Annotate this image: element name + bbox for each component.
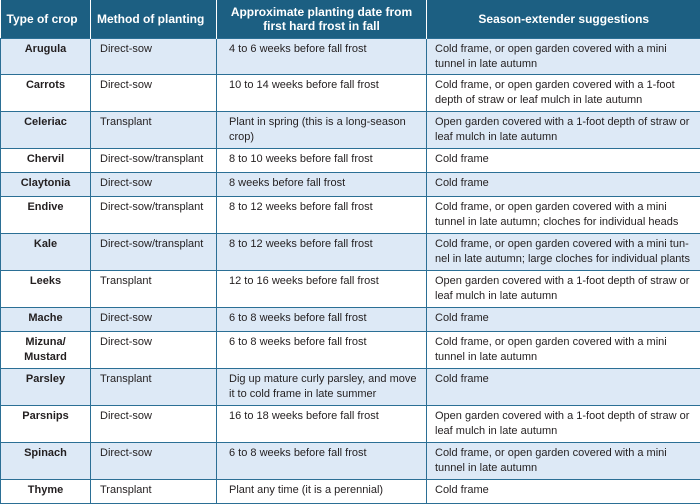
cell-crop: Carrots [1,75,91,112]
cell-extender: Cold frame [427,149,700,173]
cell-extender: Cold frame [427,173,700,197]
cell-crop: Parsnips [1,406,91,443]
cell-date: 6 to 8 weeks before fall frost [217,308,427,332]
cell-method: Direct-sow/transplant [91,149,217,173]
cell-date: 8 to 12 weeks before fall frost [217,197,427,234]
cell-date: 16 to 18 weeks before fall frost [217,406,427,443]
cell-method: Direct-sow [91,173,217,197]
cell-crop: Parsley [1,369,91,406]
cell-crop: Arugula [1,39,91,75]
cell-date: 6 to 8 weeks before fall frost [217,443,427,480]
cell-crop: Leeks [1,271,91,308]
cell-date: Plant in spring (this is a long-season c… [217,112,427,149]
header-method: Method of planting [91,0,217,39]
cell-extender: Cold frame [427,480,700,504]
cell-crop: Claytonia [1,173,91,197]
cell-extender: Cold frame, or open garden covered with … [427,75,700,112]
cell-extender: Cold frame, or open garden covered with … [427,197,700,234]
cell-date: 8 to 12 weeks before fall frost [217,234,427,271]
cell-extender: Cold frame, or open garden covered with … [427,332,700,369]
cell-crop: Mizuna/ Mustard [1,332,91,369]
cell-method: Transplant [91,112,217,149]
header-row: Type of crop Method of planting Approxim… [1,0,700,39]
cell-crop: Endive [1,197,91,234]
cell-method: Direct-sow [91,39,217,75]
header-crop: Type of crop [1,0,91,39]
cell-crop: Celeriac [1,112,91,149]
cell-method: Direct-sow/transplant [91,234,217,271]
cell-date: 8 to 10 weeks before fall frost [217,149,427,173]
cell-date: 10 to 14 weeks before fall frost [217,75,427,112]
cell-extender: Cold frame, or open garden covered with … [427,234,700,271]
cell-method: Transplant [91,480,217,504]
cell-method: Direct-sow [91,308,217,332]
cell-method: Transplant [91,271,217,308]
cell-method: Direct-sow/transplant [91,197,217,234]
cell-date: 4 to 6 weeks before fall frost [217,39,427,75]
cell-extender: Cold frame [427,369,700,406]
cell-date: Plant any time (it is a perennial) [217,480,427,504]
cell-crop: Mache [1,308,91,332]
cell-method: Transplant [91,369,217,406]
cell-crop: Spinach [1,443,91,480]
cell-date: Dig up mature curly parsley, and move it… [217,369,427,406]
cell-method: Direct-sow [91,406,217,443]
cell-crop: Kale [1,234,91,271]
cell-extender: Open garden covered with a 1-foot depth … [427,406,700,443]
cell-method: Direct-sow [91,332,217,369]
cell-extender: Cold frame, or open garden covered with … [427,443,700,480]
cell-extender: Open garden covered with a 1-foot depth … [427,112,700,149]
cell-method: Direct-sow [91,75,217,112]
cell-date: 8 weeks before fall frost [217,173,427,197]
cell-date: 12 to 16 weeks before fall frost [217,271,427,308]
cell-extender: Cold frame [427,308,700,332]
cell-crop: Thyme [1,480,91,504]
cell-crop: Chervil [1,149,91,173]
cell-method: Direct-sow [91,443,217,480]
header-extender: Season-extender suggestions [427,0,700,39]
cell-extender: Open garden covered with a 1-foot depth … [427,271,700,308]
cell-date: 6 to 8 weeks before fall frost [217,332,427,369]
cell-extender: Cold frame, or open garden covered with … [427,39,700,75]
header-date: Approximate planting date from first har… [217,0,427,39]
